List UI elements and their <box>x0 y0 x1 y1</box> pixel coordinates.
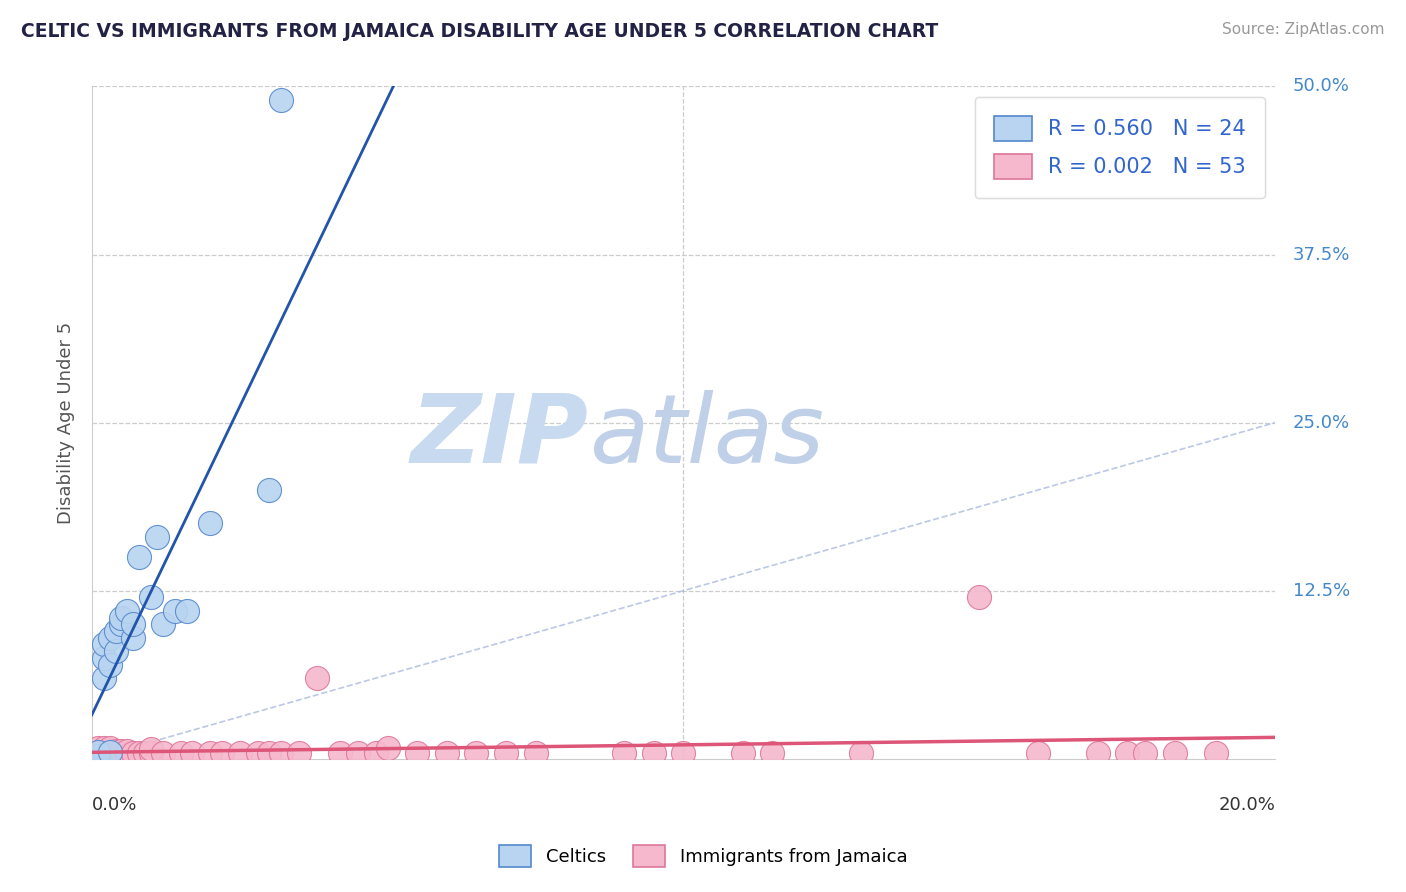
Legend: R = 0.560   N = 24, R = 0.002   N = 53: R = 0.560 N = 24, R = 0.002 N = 53 <box>976 97 1264 198</box>
Point <box>377 741 399 756</box>
Point <box>98 745 121 759</box>
Point <box>104 747 127 762</box>
Point <box>98 745 121 759</box>
Point <box>1116 747 1139 761</box>
Point <box>134 747 156 761</box>
Point <box>329 747 352 761</box>
Point <box>139 747 162 761</box>
Point <box>347 747 370 761</box>
Point <box>93 651 115 665</box>
Point <box>406 747 429 761</box>
Point <box>270 93 292 107</box>
Point <box>117 604 139 618</box>
Point <box>364 747 387 761</box>
Point <box>259 747 281 761</box>
Point <box>98 657 121 672</box>
Text: 20.0%: 20.0% <box>1218 796 1275 814</box>
Point <box>731 747 754 761</box>
Text: 0.0%: 0.0% <box>91 796 138 814</box>
Text: CELTIC VS IMMIGRANTS FROM JAMAICA DISABILITY AGE UNDER 5 CORRELATION CHART: CELTIC VS IMMIGRANTS FROM JAMAICA DISABI… <box>21 22 938 41</box>
Point <box>152 617 174 632</box>
Point <box>87 741 110 756</box>
Point <box>93 671 115 685</box>
Point <box>246 747 269 761</box>
Y-axis label: Disability Age Under 5: Disability Age Under 5 <box>58 321 75 524</box>
Point <box>305 671 328 685</box>
Point <box>211 747 233 761</box>
Point <box>98 741 121 756</box>
Point <box>1205 747 1227 761</box>
Point <box>110 617 132 632</box>
Point <box>524 747 547 761</box>
Point <box>969 591 991 605</box>
Point <box>87 747 110 762</box>
Point <box>87 745 110 759</box>
Point <box>93 638 115 652</box>
Point <box>110 747 132 762</box>
Point <box>122 617 145 632</box>
Point <box>104 644 127 658</box>
Point <box>110 610 132 624</box>
Point <box>146 530 169 544</box>
Point <box>87 749 110 764</box>
Point <box>139 591 162 605</box>
Point <box>93 745 115 759</box>
Point <box>270 747 292 761</box>
Point <box>643 747 665 761</box>
Text: atlas: atlas <box>589 390 824 483</box>
Point <box>128 550 150 565</box>
Point <box>672 747 695 761</box>
Point <box>104 624 127 638</box>
Point <box>122 747 145 761</box>
Point <box>288 747 311 761</box>
Text: 37.5%: 37.5% <box>1294 245 1350 263</box>
Point <box>98 631 121 645</box>
Point <box>1028 747 1050 761</box>
Point <box>1087 747 1109 761</box>
Point <box>152 747 174 761</box>
Point <box>104 744 127 758</box>
Point <box>117 744 139 758</box>
Point <box>613 747 636 761</box>
Point <box>93 747 115 762</box>
Text: Source: ZipAtlas.com: Source: ZipAtlas.com <box>1222 22 1385 37</box>
Point <box>181 747 204 761</box>
Text: 50.0%: 50.0% <box>1294 78 1350 95</box>
Point <box>465 747 488 761</box>
Point <box>87 745 110 759</box>
Text: ZIP: ZIP <box>411 390 589 483</box>
Point <box>117 747 139 762</box>
Text: 25.0%: 25.0% <box>1294 414 1350 432</box>
Point <box>128 747 150 761</box>
Point <box>93 741 115 756</box>
Legend: Celtics, Immigrants from Jamaica: Celtics, Immigrants from Jamaica <box>492 838 914 874</box>
Point <box>1133 747 1156 761</box>
Point <box>495 747 517 761</box>
Point <box>176 604 198 618</box>
Point <box>436 747 458 761</box>
Point <box>198 516 221 531</box>
Point <box>110 744 132 758</box>
Text: 12.5%: 12.5% <box>1294 582 1350 599</box>
Point <box>1163 747 1185 761</box>
Point <box>98 747 121 762</box>
Point <box>122 631 145 645</box>
Point <box>169 747 191 761</box>
Point <box>259 483 281 497</box>
Point <box>229 747 252 761</box>
Point <box>761 747 783 761</box>
Point <box>198 747 221 761</box>
Point <box>849 747 872 761</box>
Point <box>139 742 162 756</box>
Point <box>163 604 186 618</box>
